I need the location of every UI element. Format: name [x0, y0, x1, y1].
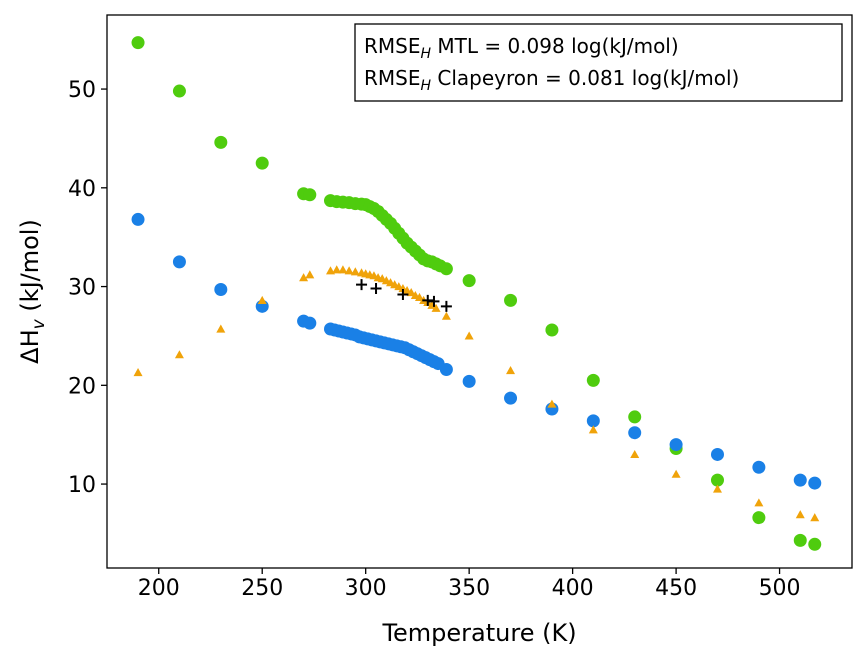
plot-frame — [106, 14, 853, 569]
plot-background — [107, 15, 852, 568]
black-crosses-point — [440, 300, 452, 312]
orange-triangles-point — [414, 292, 424, 302]
green-circles-point — [462, 274, 476, 288]
orange-triangles-point — [810, 513, 820, 522]
green-circles-point — [808, 537, 822, 551]
green-circles-point — [303, 188, 317, 202]
orange-triangles-point — [406, 287, 416, 297]
green-circles-point — [214, 135, 228, 149]
annotation-frame — [354, 23, 843, 102]
blue-circles-point — [131, 212, 145, 226]
green-circles-point — [255, 156, 269, 170]
series-orange-triangles — [133, 265, 820, 522]
blue-circles-point — [793, 473, 807, 487]
y-tick-label-40: 40 — [68, 177, 96, 202]
green-circles-point — [628, 410, 642, 424]
orange-triangles-point — [133, 367, 143, 377]
black-crosses-point — [397, 288, 409, 300]
y-axis-label-main: ΔH — [16, 329, 44, 363]
green-circles-point — [793, 533, 807, 547]
orange-triangles-point — [305, 270, 315, 279]
annotation-line-mtl: RMSEH MTL = 0.098 log(kJ/mol) — [364, 34, 679, 62]
black-crosses-point — [428, 295, 440, 307]
orange-triangles-point — [630, 449, 640, 459]
annotation-line-clapeyron: RMSEH Clapeyron = 0.081 log(kJ/mol) — [364, 66, 739, 94]
orange-triangles-point — [431, 303, 441, 312]
x-tick-label-300: 300 — [345, 576, 387, 601]
orange-triangles-point — [299, 273, 309, 282]
green-circles-point — [504, 293, 518, 307]
orange-triangles-point — [464, 331, 474, 340]
orange-triangles-point — [671, 469, 681, 478]
blue-circles-point — [669, 438, 683, 452]
orange-triangles-point — [588, 425, 598, 434]
x-axis-label: Temperature (K) — [381, 619, 576, 647]
orange-triangles-point — [326, 266, 335, 275]
blue-circles-point — [504, 391, 518, 405]
x-axis-ticks: 200 250 300 350 400 450 500 — [138, 568, 801, 601]
series-black-crosses — [356, 279, 452, 312]
blue-circles-point — [462, 374, 476, 388]
x-tick-label-400: 400 — [552, 576, 594, 601]
green-circles-point — [710, 473, 724, 487]
green-circles-point — [752, 511, 766, 525]
y-axis-label-unit: (kJ/mol) — [16, 219, 44, 319]
y-tick-label-20: 20 — [68, 374, 96, 399]
orange-triangles-point — [332, 265, 342, 274]
green-circles-point — [172, 84, 186, 98]
blue-circles-point — [710, 447, 724, 461]
blue-circles-point — [214, 283, 228, 297]
blue-circles-point — [172, 255, 186, 269]
black-crosses-point — [370, 283, 382, 295]
orange-triangles-point — [754, 498, 764, 507]
blue-circles-point — [586, 414, 600, 428]
blue-circles-point — [439, 363, 453, 377]
orange-triangles-point — [506, 366, 516, 375]
orange-triangles-point — [795, 510, 805, 519]
series-blue-circles — [131, 212, 822, 490]
orange-triangles-point — [427, 300, 437, 309]
blue-circles-point — [808, 476, 822, 490]
y-tick-label-10: 10 — [68, 473, 96, 498]
orange-triangles-point — [712, 484, 722, 493]
green-circles-point — [545, 323, 559, 337]
y-tick-label-30: 30 — [68, 276, 96, 301]
orange-triangles-point — [174, 350, 184, 359]
orange-triangles-point — [441, 311, 451, 320]
x-tick-label-500: 500 — [759, 576, 801, 601]
series-green-circles — [131, 36, 822, 551]
blue-circles-point — [628, 426, 642, 440]
green-circles-point — [586, 373, 600, 387]
y-tick-label-50: 50 — [68, 78, 96, 103]
y-axis-label-subscript: v — [29, 318, 49, 329]
x-tick-label-450: 450 — [655, 576, 697, 601]
orange-triangles-point — [216, 324, 226, 333]
blue-circles-point — [752, 460, 766, 474]
orange-triangles-point — [344, 266, 354, 275]
y-axis-label: ΔHv (kJ/mol) — [16, 219, 49, 364]
orange-triangles-point — [547, 399, 557, 408]
data-marks — [131, 36, 822, 551]
annotation-box: RMSEH MTL = 0.098 log(kJ/mol) RMSEH Clap… — [354, 23, 843, 102]
x-tick-label-250: 250 — [241, 576, 283, 601]
black-crosses-point — [356, 279, 368, 291]
orange-triangles-point — [350, 267, 360, 276]
x-tick-label-200: 200 — [138, 576, 180, 601]
y-axis-ticks: 10 20 30 40 50 — [68, 78, 107, 498]
green-circles-point — [439, 262, 453, 276]
orange-triangles-point — [257, 295, 267, 304]
blue-circles-point — [303, 316, 317, 330]
green-circles-point — [131, 36, 145, 50]
x-tick-label-350: 350 — [448, 576, 490, 601]
orange-triangles-point — [338, 265, 348, 274]
